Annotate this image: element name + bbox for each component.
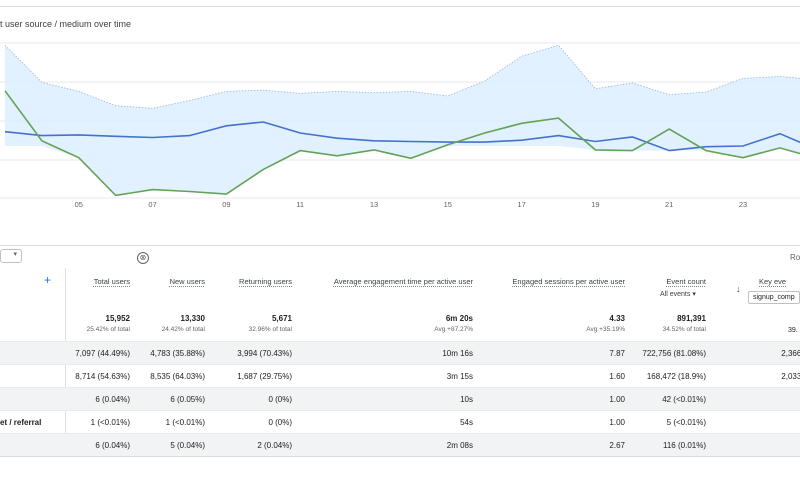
chart-table-divider bbox=[0, 245, 800, 246]
row-cell: 1.60 bbox=[609, 372, 625, 381]
table-row[interactable]: 6 (0.04%) 6 (0.05%) 0 (0%) 10s 1.00 42 (<0.01… bbox=[0, 387, 800, 411]
row-cell: 2 (0.04%) bbox=[257, 441, 292, 450]
header-event-count[interactable]: Event count bbox=[666, 277, 706, 286]
total-returning-users: 5,671 bbox=[271, 314, 292, 323]
series-green-line bbox=[4, 90, 800, 197]
row-cell: 10m 16s bbox=[442, 349, 473, 358]
x-tick-label: 13 bbox=[370, 200, 378, 209]
x-tick-label: 07 bbox=[148, 200, 156, 209]
header-returning-users[interactable]: Returning users bbox=[239, 277, 292, 286]
row-cell: 2m 08s bbox=[446, 441, 473, 450]
row-cell: 10s bbox=[460, 395, 473, 404]
add-dimension-icon[interactable]: + bbox=[44, 273, 52, 287]
header-engaged-sessions[interactable]: Engaged sessions per active user bbox=[512, 277, 625, 286]
row-cell: 8,535 (64.03%) bbox=[150, 372, 205, 381]
event-filter-dropdown[interactable]: All events ▾ bbox=[660, 291, 696, 298]
row-cell: 1 (<0.01%) bbox=[90, 418, 130, 427]
total-key-events: 39. bbox=[788, 327, 798, 334]
close-icon[interactable]: ⊗ bbox=[137, 252, 149, 264]
total-event-count: 891,391 bbox=[677, 314, 706, 323]
row-cell: 168,472 (18.9%) bbox=[646, 372, 706, 381]
row-cell: 42 (<0.01%) bbox=[662, 395, 706, 404]
row-cell: 1.00 bbox=[609, 418, 625, 427]
pct-returning-users: 32.96% of total bbox=[248, 326, 292, 333]
total-new-users: 13,330 bbox=[180, 314, 205, 323]
row-cell: 3,994 (70.43%) bbox=[237, 349, 292, 358]
header-key-events[interactable]: Key eve bbox=[759, 277, 787, 286]
row-cell: 116 (0.01%) bbox=[663, 441, 706, 450]
total-avg-engagement: 6m 20s bbox=[445, 314, 473, 323]
row-cell: 1.00 bbox=[609, 395, 625, 404]
row-cell: 1 (<0.01%) bbox=[165, 418, 205, 427]
header-total-users[interactable]: Total users bbox=[93, 277, 130, 286]
row-cell: 5 (<0.01%) bbox=[666, 418, 706, 427]
table-row[interactable]: 6 (0.04%) 5 (0.04%) 2 (0.04%) 2m 08s 2.67 116… bbox=[0, 433, 800, 457]
x-tick-label: 17 bbox=[517, 200, 525, 209]
total-total-users: 15,952 bbox=[105, 314, 130, 323]
row-cell: 2,366.0 bbox=[781, 349, 800, 358]
x-tick-label: 19 bbox=[591, 200, 599, 209]
row-cell: 8,714 (54.63%) bbox=[75, 372, 130, 381]
row-cell: 54s bbox=[460, 418, 473, 427]
time-series-chart: 0507091113151719212325 bbox=[0, 42, 800, 209]
row-cell: 0 (0%) bbox=[268, 418, 292, 427]
key-event-filter-dropdown[interactable]: signup_comp bbox=[748, 291, 800, 304]
row-cell: 3m 15s bbox=[446, 372, 473, 381]
row-cell: 5 (0.04%) bbox=[170, 441, 205, 450]
row-dimension-label[interactable]: et / referral bbox=[0, 418, 42, 427]
row-cell: 7,097 (44.49%) bbox=[75, 349, 130, 358]
x-tick-label: 23 bbox=[739, 200, 747, 209]
x-tick-label: 09 bbox=[222, 200, 230, 209]
dimension-dropdown[interactable]: ▾ bbox=[0, 249, 22, 263]
series-blue-line bbox=[4, 121, 800, 152]
x-tick-label: 05 bbox=[75, 200, 83, 209]
dropdown-arrow-icon: ▾ bbox=[13, 251, 17, 258]
pct-new-users: 24.42% of total bbox=[161, 326, 205, 333]
row-cell: 1,687 (29.75%) bbox=[237, 372, 292, 381]
pct-total-users: 25.42% of total bbox=[86, 326, 130, 333]
table-row[interactable]: 8,714 (54.63%) 8,535 (64.03%) 1,687 (29.75… bbox=[0, 364, 800, 388]
chevron-down-icon: ▾ bbox=[692, 291, 696, 298]
chart-title: t user source / medium over time bbox=[0, 19, 132, 29]
pct-avg-engagement: Avg +87.27% bbox=[434, 326, 473, 333]
top-divider bbox=[0, 6, 800, 7]
x-tick-label: 15 bbox=[444, 200, 452, 209]
table-bottom-divider bbox=[0, 456, 800, 457]
total-engaged-sessions: 4.33 bbox=[609, 314, 625, 323]
rows-per-page-label: Ro bbox=[790, 253, 800, 262]
row-cell: 2,033.0 bbox=[781, 372, 800, 381]
band-area bbox=[5, 45, 800, 196]
x-tick-label: 11 bbox=[296, 200, 304, 209]
row-cell: 7.87 bbox=[609, 349, 625, 358]
row-cell: 722,756 (81.08%) bbox=[642, 349, 706, 358]
pct-event-count: 34.52% of total bbox=[662, 326, 706, 333]
sort-desc-icon[interactable]: ↓ bbox=[736, 284, 741, 294]
row-cell: 0 (0%) bbox=[268, 395, 292, 404]
table-row[interactable]: et / referral 1 (<0.01%) 1 (<0.01%) 0 (0%) 5… bbox=[0, 410, 800, 434]
row-cell: 6 (0.05%) bbox=[170, 395, 205, 404]
row-cell: 4,783 (35.88%) bbox=[150, 349, 205, 358]
row-cell: 2.67 bbox=[609, 441, 625, 450]
x-tick-label: 21 bbox=[665, 200, 673, 209]
row-cell: 6 (0.04%) bbox=[95, 441, 130, 450]
row-cell: 6 (0.04%) bbox=[95, 395, 130, 404]
table-row[interactable]: 7,097 (44.49%) 4,783 (35.88%) 3,994 (70.43… bbox=[0, 341, 800, 365]
header-avg-engagement-time[interactable]: Average engagement time per active user bbox=[333, 277, 473, 286]
header-new-users[interactable]: New users bbox=[169, 277, 205, 286]
pct-engaged-sessions: Avg +35.19% bbox=[586, 326, 625, 333]
